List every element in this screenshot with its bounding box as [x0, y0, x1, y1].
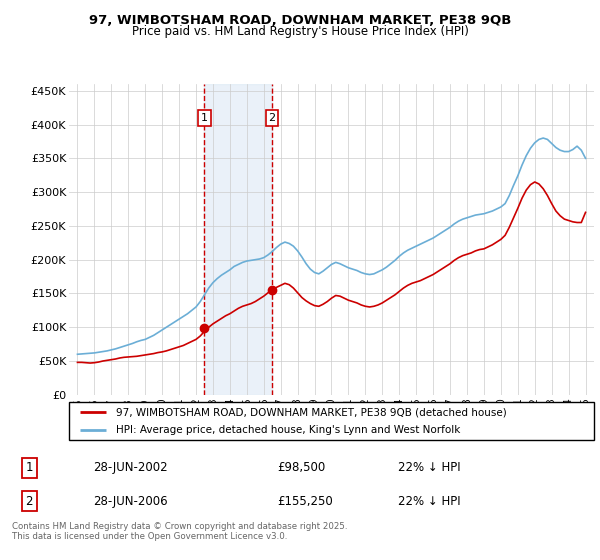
Text: Contains HM Land Registry data © Crown copyright and database right 2025.
This d: Contains HM Land Registry data © Crown c… — [12, 522, 347, 542]
Text: 28-JUN-2006: 28-JUN-2006 — [92, 494, 167, 508]
Text: 1: 1 — [201, 113, 208, 123]
Text: 1: 1 — [26, 461, 33, 474]
Bar — [205, 84, 272, 395]
Text: £98,500: £98,500 — [277, 461, 325, 474]
Text: 2: 2 — [268, 113, 275, 123]
Text: 97, WIMBOTSHAM ROAD, DOWNHAM MARKET, PE38 9QB (detached house): 97, WIMBOTSHAM ROAD, DOWNHAM MARKET, PE3… — [116, 407, 507, 417]
Text: £155,250: £155,250 — [277, 494, 333, 508]
Text: Price paid vs. HM Land Registry's House Price Index (HPI): Price paid vs. HM Land Registry's House … — [131, 25, 469, 38]
Text: 28-JUN-2002: 28-JUN-2002 — [92, 461, 167, 474]
Text: 97, WIMBOTSHAM ROAD, DOWNHAM MARKET, PE38 9QB: 97, WIMBOTSHAM ROAD, DOWNHAM MARKET, PE3… — [89, 14, 511, 27]
Text: 22% ↓ HPI: 22% ↓ HPI — [398, 461, 461, 474]
Text: 22% ↓ HPI: 22% ↓ HPI — [398, 494, 461, 508]
Text: HPI: Average price, detached house, King's Lynn and West Norfolk: HPI: Average price, detached house, King… — [116, 425, 461, 435]
Text: 2: 2 — [26, 494, 33, 508]
